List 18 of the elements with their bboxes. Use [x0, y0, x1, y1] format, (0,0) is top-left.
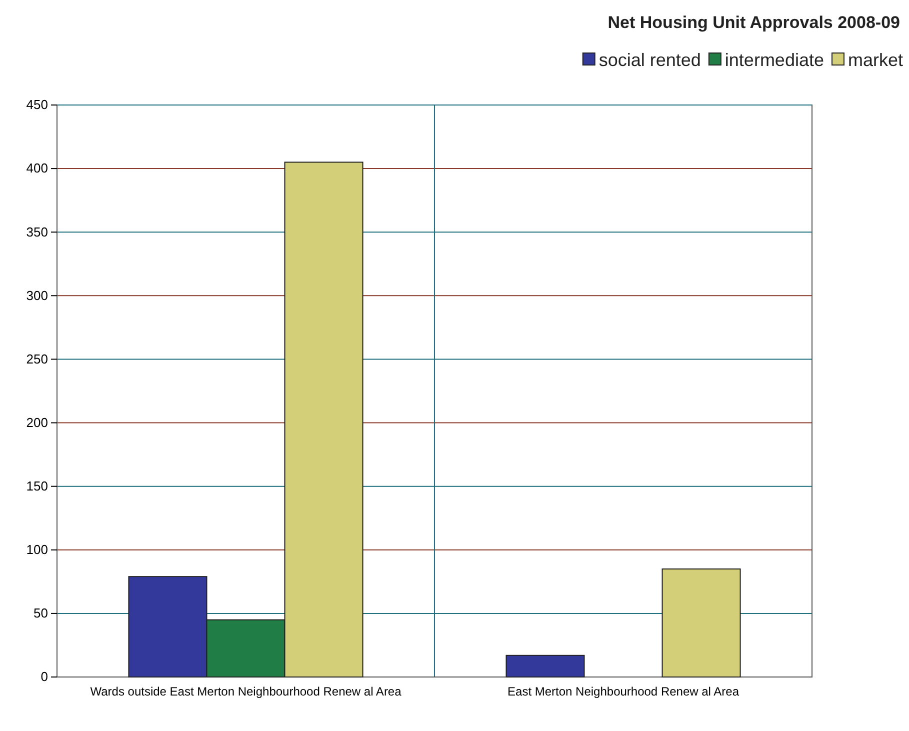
- y-tick-label: 450: [26, 97, 48, 112]
- y-tick-label: 150: [26, 478, 48, 494]
- y-tick-label: 200: [26, 414, 48, 430]
- y-tick-label: 0: [40, 669, 48, 684]
- y-tick-label: 350: [26, 224, 48, 240]
- x-tick-label: Wards outside East Merton Neighbourhood Renew al Area: [90, 684, 402, 699]
- bar: [662, 568, 741, 678]
- y-tick-label: 300: [26, 288, 48, 303]
- legend-label: social rented: [598, 50, 701, 70]
- bar: [506, 654, 585, 678]
- y-tick-label: 400: [26, 160, 48, 176]
- x-tick-label: East Merton Neighbourhood Renew al Area: [508, 684, 740, 699]
- y-tick-label: 50: [34, 606, 48, 621]
- chart-title: Net Housing Unit Approvals 2008-09: [608, 13, 900, 32]
- y-tick-label: 100: [26, 542, 48, 558]
- y-tick-label: 250: [26, 351, 48, 366]
- legend-label: intermediate: [724, 50, 824, 70]
- legend-label: market: [848, 50, 903, 70]
